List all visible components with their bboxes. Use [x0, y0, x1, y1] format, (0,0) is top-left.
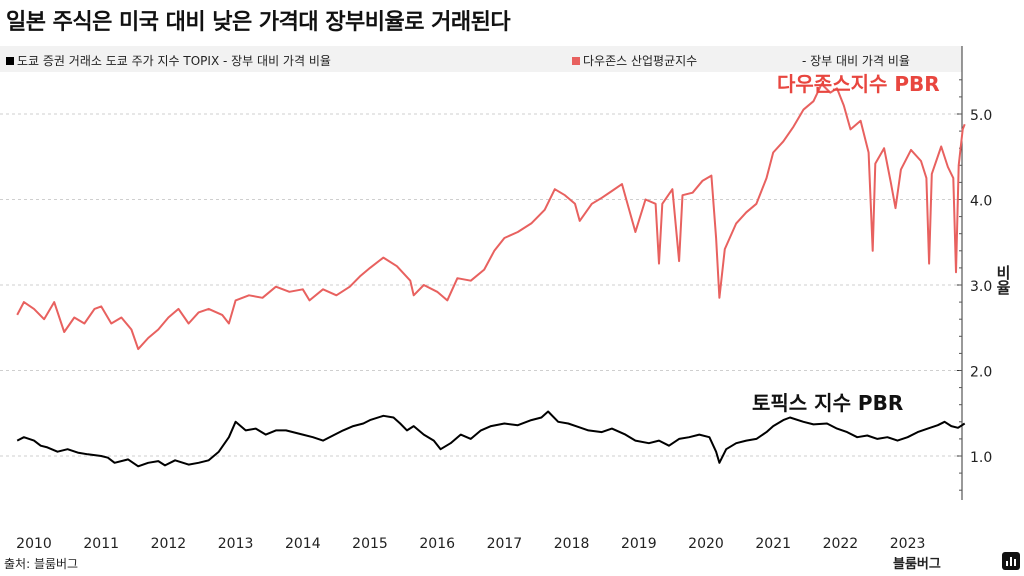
series-line-dow-pbr [16, 83, 966, 351]
y-tick-label: 3.0 [970, 279, 992, 295]
x-tick-label: 2013 [218, 536, 254, 552]
legend-bar [0, 46, 962, 72]
legend-item-topix: 도쿄 증권 거래소 도쿄 주가 지수 TOPIX - 장부 대비 가격 비율 [6, 52, 331, 69]
series-line-topix-pbr [16, 410, 966, 468]
legend-label-dow: 다우존스 산업평균지수 [583, 54, 698, 68]
bar-chart-icon [1002, 552, 1020, 570]
legend-swatch-red [572, 57, 580, 65]
legend-label-dow-suffix: - 장부 대비 가격 비율 [802, 54, 910, 68]
x-tick-label: 2015 [352, 536, 388, 552]
y-tick-label: 1.0 [970, 450, 992, 466]
x-tick-label: 2022 [823, 536, 859, 552]
source-note: 출처: 블룸버그 [4, 557, 79, 571]
x-tick-label: 2017 [487, 536, 523, 552]
x-tick-label: 2020 [688, 536, 724, 552]
x-tick-label: 2010 [16, 536, 52, 552]
y-tick-label: 5.0 [970, 108, 992, 124]
x-tick-label: 2012 [151, 536, 187, 552]
y-tick-label: 4.0 [970, 194, 992, 210]
legend-item-dow: 다우존스 산업평균지수 [572, 52, 697, 69]
y-axis-label: 비율 [994, 265, 1012, 296]
legend-swatch-black [6, 57, 14, 65]
chart-title: 일본 주식은 미국 대비 낮은 가격대 장부비율로 거래된다 [6, 10, 511, 35]
x-tick-label: 2023 [890, 536, 926, 552]
x-tick-label: 2016 [419, 536, 455, 552]
legend-item-dow-suffix: - 장부 대비 가격 비율 [802, 52, 910, 69]
brand-label: 블룸버그 [893, 557, 941, 572]
x-tick-label: 2011 [83, 536, 119, 552]
x-tick-label: 2014 [285, 536, 321, 552]
legend-label-topix: 도쿄 증권 거래소 도쿄 주가 지수 TOPIX - 장부 대비 가격 비율 [17, 54, 331, 68]
annotation-dow-pbr: 다우존스지수 PBR [777, 72, 940, 96]
x-tick-label: 2019 [621, 536, 657, 552]
x-tick-label: 2018 [554, 536, 590, 552]
x-tick-label: 2021 [755, 536, 791, 552]
y-tick-label: 2.0 [970, 365, 992, 381]
annotation-topix-pbr: 토픽스 지수 PBR [752, 391, 903, 415]
